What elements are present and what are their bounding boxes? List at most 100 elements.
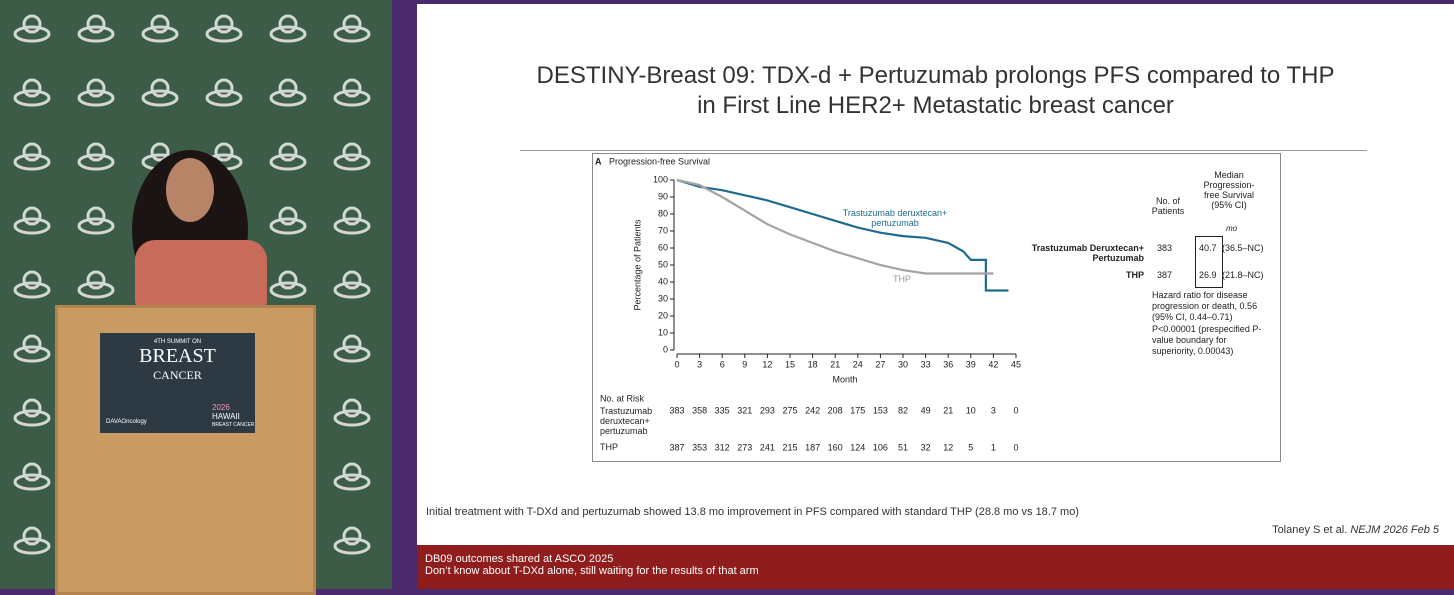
x-tick-label: 18 — [808, 359, 818, 369]
risk-count: 358 — [692, 405, 707, 415]
summary-median: 26.9 — [1199, 270, 1217, 280]
risk-count: 124 — [850, 442, 865, 452]
risk-count: 383 — [669, 405, 684, 415]
risk-count: 0 — [1013, 442, 1018, 452]
median-box — [1195, 236, 1223, 288]
risk-title: No. at Risk — [600, 393, 645, 403]
x-tick-label: 42 — [988, 359, 998, 369]
banner: DB09 outcomes shared at ASCO 2025 Don’t … — [417, 545, 1454, 589]
y-axis-label: Percentage of Patients — [632, 219, 642, 311]
risk-count: 5 — [968, 442, 973, 452]
risk-count: 353 — [692, 442, 707, 452]
banner-line: Don’t know about T-DXd alone, still wait… — [425, 565, 759, 577]
risk-count: 82 — [898, 405, 908, 415]
risk-count: 153 — [873, 405, 888, 415]
p-note: P<0.00001 (prespecified P-value boundary… — [1152, 324, 1262, 356]
x-tick-label: 24 — [853, 359, 863, 369]
summary-n: 387 — [1157, 270, 1173, 280]
x-tick-label: 0 — [674, 359, 679, 369]
risk-count: 312 — [715, 442, 730, 452]
summary-median: 40.7 — [1199, 243, 1217, 253]
x-tick-label: 12 — [762, 359, 772, 369]
risk-count: 175 — [850, 405, 865, 415]
x-tick-label: 33 — [921, 359, 931, 369]
risk-count: 275 — [782, 405, 797, 415]
risk-count: 160 — [828, 442, 843, 452]
risk-count: 1 — [991, 442, 996, 452]
risk-row-label: Trastuzumab deruxtecan+ pertuzumab — [600, 406, 653, 436]
y-tick-label: 70 — [658, 225, 668, 235]
citation: Tolaney S et al. NEJM 2026 Feb 5 — [1272, 524, 1439, 536]
risk-count: 335 — [715, 405, 730, 415]
sign-year: 2026 — [212, 403, 230, 412]
hazard-note: Hazard ratio for disease progression or … — [1152, 290, 1258, 322]
slide-title: in First Line HER2+ Metastatic breast ca… — [697, 92, 1174, 119]
y-tick-label: 80 — [658, 208, 668, 218]
survival-curve — [676, 178, 1009, 292]
sign-place: HAWAII — [212, 412, 240, 421]
sign-line: BREAST — [139, 345, 216, 367]
podium — [55, 305, 316, 595]
panel-label: A — [595, 156, 602, 166]
survival-curve — [676, 178, 994, 275]
series-label: Trastuzumab deruxtecan+ pertuzumab — [842, 208, 948, 228]
x-tick-label: 39 — [966, 359, 976, 369]
video-left: 4TH SUMMIT ON BREAST CANCER DAVAOncology… — [0, 0, 392, 595]
sign-brand: DAVAOncology — [106, 419, 147, 425]
summary-header: Median Progression-free Survival (95% CI… — [1203, 170, 1255, 210]
summary-header: No. of Patients — [1151, 196, 1185, 216]
risk-count: 273 — [737, 442, 752, 452]
footnote: Initial treatment with T-DXd and pertuzu… — [426, 506, 1079, 518]
risk-count: 12 — [943, 442, 953, 452]
risk-count: 293 — [760, 405, 775, 415]
chart-title: Progression-free Survival — [609, 156, 710, 166]
x-tick-label: 15 — [785, 359, 795, 369]
sign-line: 4TH SUMMIT ON — [153, 339, 202, 345]
risk-count: 3 — [991, 405, 996, 415]
risk-count: 387 — [669, 442, 684, 452]
summary-ci: (36.5–NC) — [1222, 243, 1264, 253]
risk-count: 215 — [782, 442, 797, 452]
risk-count: 242 — [805, 405, 820, 415]
y-tick-label: 90 — [658, 191, 668, 201]
risk-count: 10 — [966, 405, 976, 415]
y-tick-label: 10 — [658, 327, 668, 337]
x-axis-label: Month — [832, 374, 857, 384]
sign-sub: BREAST CANCER — [212, 422, 255, 428]
x-tick-label: 36 — [943, 359, 953, 369]
x-tick-label: 45 — [1011, 359, 1021, 369]
risk-count: 241 — [760, 442, 775, 452]
risk-row-label: THP — [600, 442, 618, 452]
y-tick-label: 50 — [658, 259, 668, 269]
sign-line: CANCER — [153, 368, 202, 382]
y-tick-label: 20 — [658, 310, 668, 320]
risk-count: 187 — [805, 442, 820, 452]
y-tick-label: 0 — [663, 344, 668, 354]
backdrop — [0, 0, 392, 589]
x-tick-label: 3 — [697, 359, 702, 369]
slide-title: DESTINY-Breast 09: TDX-d + Pertuzumab pr… — [536, 62, 1335, 89]
risk-count: 208 — [828, 405, 843, 415]
summary-label: THP — [1126, 270, 1144, 280]
risk-count: 0 — [1013, 405, 1018, 415]
x-tick-label: 27 — [875, 359, 885, 369]
risk-count: 49 — [921, 405, 931, 415]
y-tick-label: 30 — [658, 293, 668, 303]
x-tick-label: 21 — [830, 359, 840, 369]
podium-sign: 4TH SUMMIT ON BREAST CANCER DAVAOncology… — [100, 333, 255, 433]
summary-n: 383 — [1157, 243, 1173, 253]
summary-ci: (21.8–NC) — [1222, 270, 1264, 280]
risk-count: 321 — [737, 405, 752, 415]
y-tick-label: 40 — [658, 276, 668, 286]
series-label: THP — [893, 274, 911, 284]
y-tick-label: 60 — [658, 242, 668, 252]
risk-count: 21 — [943, 405, 953, 415]
rule — [520, 150, 1367, 151]
summary-label: Trastuzumab Deruxtecan+ Pertuzumab — [1031, 243, 1144, 263]
banner-line: DB09 outcomes shared at ASCO 2025 — [425, 553, 614, 565]
x-tick-label: 30 — [898, 359, 908, 369]
x-tick-label: 9 — [742, 359, 747, 369]
citation-authors: Tolaney S et al. — [1272, 524, 1348, 536]
